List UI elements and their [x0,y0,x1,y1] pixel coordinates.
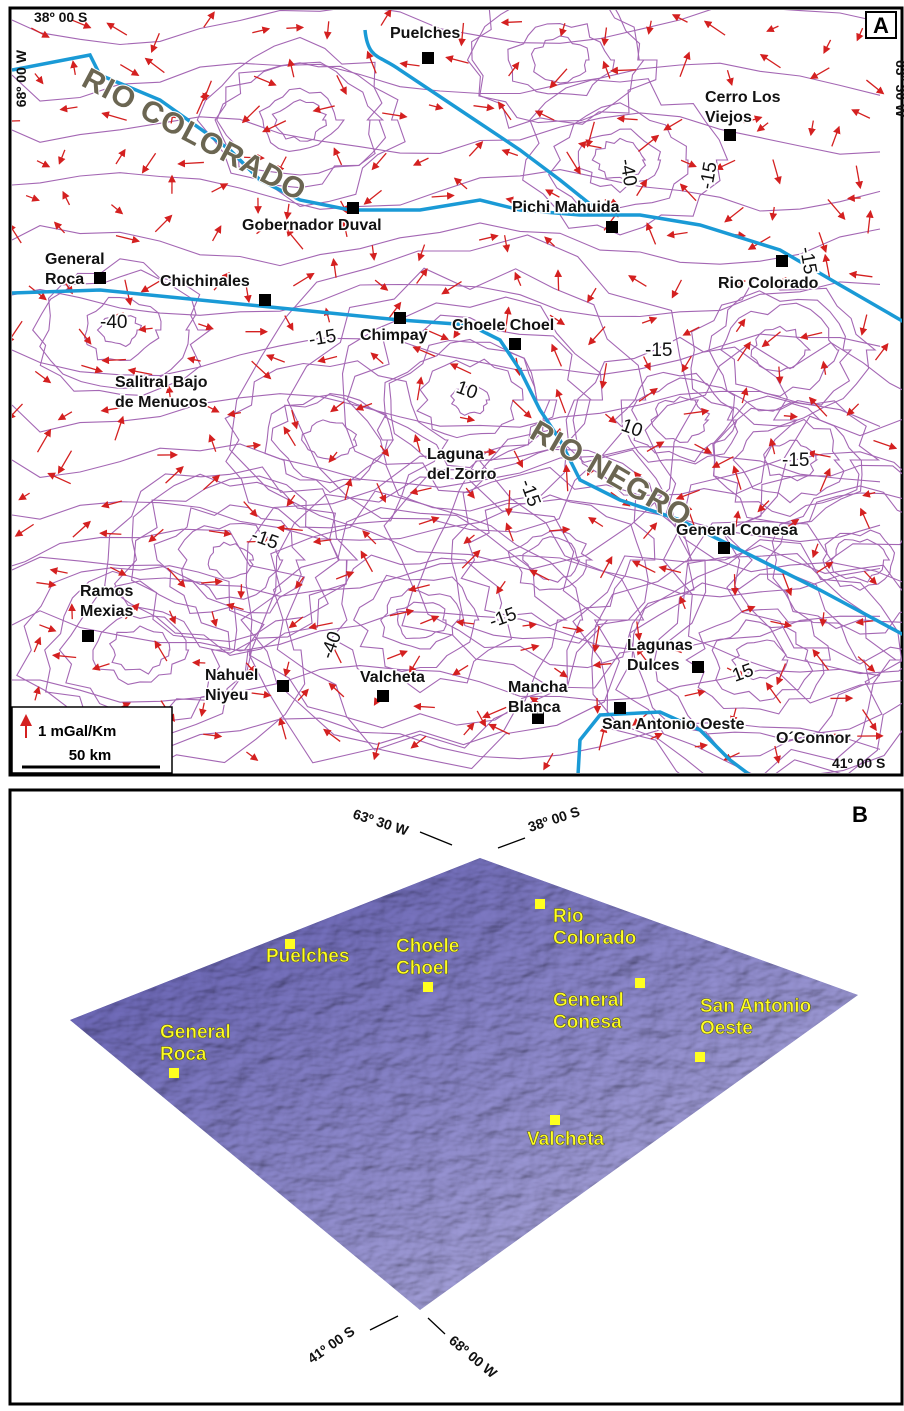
place-label: General [45,251,105,268]
place-label: Chichinales [160,273,250,290]
place-label: Nahuel [205,667,258,684]
corner-label: 41º 00 S [832,755,885,771]
place-marker [394,312,406,324]
place-marker [82,630,94,642]
place-label: Conesa [553,1012,622,1033]
place-label: Dulces [627,657,680,674]
corner-label: 63º 30 W [893,60,904,118]
scale-vector-label: 1 mGal/Km [38,723,116,740]
place-marker [724,129,736,141]
place-label: Rio [553,906,584,927]
contour-label: -40 [100,312,127,333]
place-marker [550,1115,560,1125]
place-marker [422,52,434,64]
place-label: Valcheta [360,669,425,686]
place-label: Mancha [508,679,568,696]
vector-arrow [735,574,736,594]
place-label: Viejos [705,109,752,126]
place-label: Choele [396,936,459,957]
place-label: Choele Choel [452,317,554,334]
place-label: General Conesa [676,522,798,539]
vector-arrow [558,271,559,291]
place-label: Choel [396,958,449,979]
contour-label: -15 [645,340,672,361]
place-marker [94,272,106,284]
corner-label: 38º 00 S [34,9,87,25]
place-label: San Antonio Oeste [602,716,745,733]
contour-label: -15 [782,450,809,471]
place-label: San Antonio [700,996,811,1017]
place-label: Cerro Los [705,89,781,106]
place-marker [377,690,389,702]
place-label: Roca [45,271,84,288]
panel-label: A [873,13,889,38]
figure: RIO COLORADO RIO NEGRO PuelchesCerro Los… [0,0,904,1406]
scale-distance-label: 50 km [69,747,112,764]
place-label: Colorado [553,928,636,949]
place-label: General [160,1022,231,1043]
place-label: Mexias [80,603,133,620]
place-label: Rio Colorado [718,275,819,292]
place-marker [776,255,788,267]
place-marker [169,1068,179,1078]
place-marker [277,680,289,692]
place-label: de Menucos [115,394,208,411]
place-label: del Zorro [427,466,497,483]
panel-b: B 63º 30 W 38º 00 S 41º 00 S 68º 00 W Pu… [10,790,902,1404]
place-marker [695,1052,705,1062]
place-label: Chimpay [360,327,428,344]
place-marker [535,899,545,909]
place-label: Puelches [266,946,349,967]
place-marker [718,542,730,554]
vector-arrow [597,698,598,713]
place-label: Pichi Mahuida [512,199,620,216]
place-label: Roca [160,1044,207,1065]
panel-label: B [852,802,868,827]
place-label: O´Connor [776,730,851,747]
place-label: Blanca [508,699,561,716]
place-label: General [553,990,624,1011]
place-marker [259,294,271,306]
place-label: Lagunas [627,637,693,654]
place-label: Puelches [390,25,460,42]
place-label: Gobernador Duval [242,217,382,234]
place-label: Valcheta [527,1129,605,1150]
place-marker [692,661,704,673]
place-label: Niyeu [205,687,249,704]
place-label: Salitral Bajo [115,374,208,391]
place-marker [347,202,359,214]
place-marker [509,338,521,350]
place-marker [614,702,626,714]
place-label: Oeste [700,1018,753,1039]
place-marker [606,221,618,233]
corner-label: 68º 00 W [13,49,29,107]
place-label: Laguna [427,446,484,463]
place-marker [635,978,645,988]
place-label: Ramos [80,583,133,600]
place-marker [423,982,433,992]
